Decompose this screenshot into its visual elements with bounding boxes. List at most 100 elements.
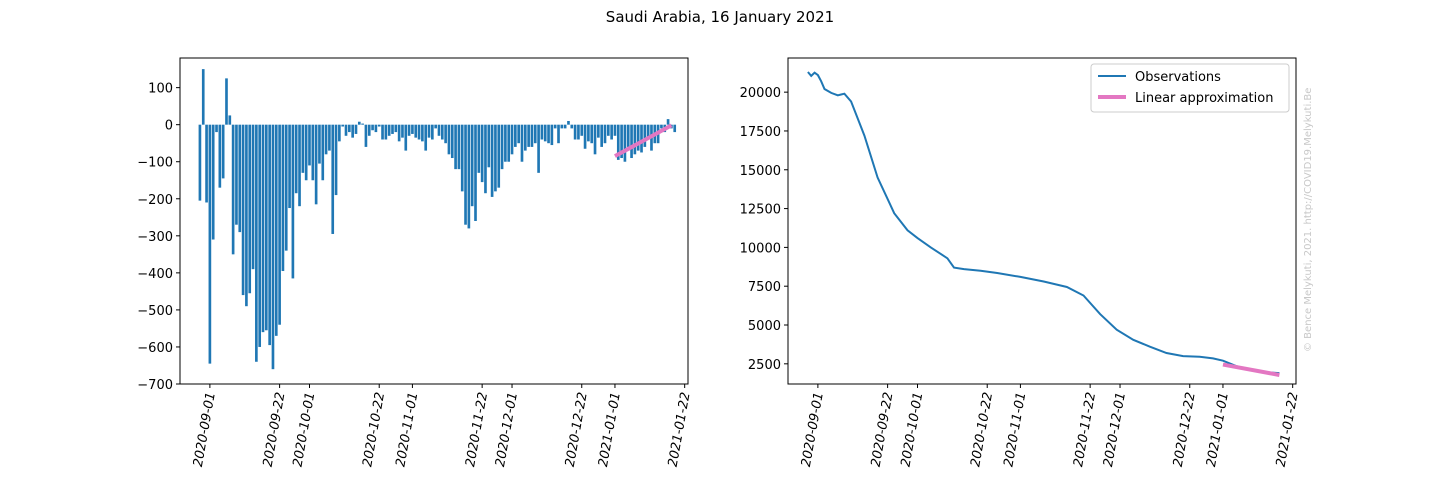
y-tick-label: 10000 [740, 241, 781, 256]
bar [636, 124, 640, 151]
bar [411, 124, 414, 134]
bar [255, 124, 258, 362]
bar [291, 124, 295, 279]
bar [221, 124, 225, 179]
bar [603, 124, 607, 144]
y-tick-label: −300 [137, 230, 173, 245]
y-tick-label: −700 [137, 378, 173, 393]
x-tick-label: 2020-12-01 [493, 391, 521, 468]
bar [258, 124, 262, 347]
bar [308, 124, 311, 166]
bar [517, 124, 520, 144]
x-tick-label: 2020-11-22 [1071, 391, 1099, 468]
bar [311, 124, 315, 181]
y-tick-label: −100 [137, 156, 173, 171]
bar [344, 124, 348, 136]
x-tick-label: 2021-01-22 [1274, 391, 1302, 468]
bar [235, 124, 238, 225]
bar [294, 124, 298, 194]
bar [507, 124, 511, 162]
bar [570, 124, 574, 129]
bar [646, 124, 650, 140]
bar [494, 124, 497, 192]
y-tick-label: 17500 [740, 125, 781, 140]
bar [401, 124, 404, 138]
bar [414, 124, 418, 138]
bar [600, 124, 604, 147]
bar [328, 124, 331, 151]
bar [543, 124, 547, 142]
bar [334, 124, 338, 196]
x-tick-label: 2020-10-22 [360, 391, 388, 468]
bar [450, 124, 454, 159]
bar [384, 124, 388, 140]
figure-title: Saudi Arabia, 16 January 2021 [606, 8, 834, 26]
bar [424, 124, 428, 151]
bar [357, 121, 361, 125]
bar [201, 69, 205, 125]
bar [580, 124, 584, 136]
bar [457, 124, 461, 170]
bar [361, 123, 364, 125]
bar [464, 124, 467, 225]
bar [597, 124, 600, 138]
y-tick-label: 7500 [748, 280, 781, 295]
bar [610, 124, 613, 140]
bar [231, 124, 235, 255]
bar [288, 124, 291, 209]
y-tick-label: 0 [165, 119, 173, 134]
x-tick-label: 2020-12-22 [1171, 391, 1199, 468]
y-tick-label: −600 [137, 341, 173, 356]
legend: Observations Linear approximation [1090, 63, 1290, 113]
bar [673, 124, 677, 133]
x-tick-label: 2020-11-01 [393, 391, 421, 468]
bar [553, 124, 557, 129]
line-chart: 2500 5000 7500 10000 12500 15000 17500 20000 202… [740, 57, 1302, 468]
bar [394, 124, 398, 133]
bar [440, 124, 444, 140]
bar [643, 124, 647, 147]
bar [225, 78, 228, 125]
bar [616, 124, 620, 160]
x-tick-label: 2020-12-22 [563, 391, 591, 468]
x-tick-label: 2021-01-22 [666, 391, 694, 468]
y-tick-label: 100 [148, 82, 173, 97]
bar [251, 124, 255, 270]
bar [331, 124, 335, 234]
y-tick-label: −400 [137, 267, 173, 282]
bar [484, 124, 487, 194]
bar [318, 124, 321, 164]
bar [623, 124, 627, 162]
bar [434, 124, 437, 129]
bar [467, 124, 471, 229]
bar [454, 124, 457, 170]
y-tick-label: 2500 [748, 358, 781, 373]
bar [547, 124, 550, 144]
bar [241, 124, 245, 296]
bar [298, 124, 301, 207]
legend-box [1090, 63, 1290, 113]
plot-frame [787, 57, 1297, 385]
bar [417, 124, 421, 140]
bar [633, 124, 637, 155]
x-tick-label: 2020-10-01 [291, 391, 319, 468]
bar [324, 124, 328, 155]
bar [500, 124, 504, 170]
bar [407, 124, 411, 136]
x-tick-label: 2020-11-01 [1001, 391, 1029, 468]
x-tick-label: 2020-09-22 [869, 391, 897, 468]
bar [660, 124, 663, 129]
y-tick-label: −500 [137, 304, 173, 319]
bar [563, 124, 567, 129]
bar [354, 124, 358, 134]
bar [640, 124, 643, 153]
bar [567, 120, 570, 125]
bar [577, 124, 580, 140]
bar [530, 124, 534, 147]
y-tick-label: 5000 [748, 319, 781, 334]
bar [590, 124, 594, 144]
x-tick-label: 2020-09-22 [261, 391, 289, 468]
watermark: © Bence Melykuti, 2021. http://COVID19.M… [1303, 88, 1314, 352]
bar [208, 124, 212, 364]
